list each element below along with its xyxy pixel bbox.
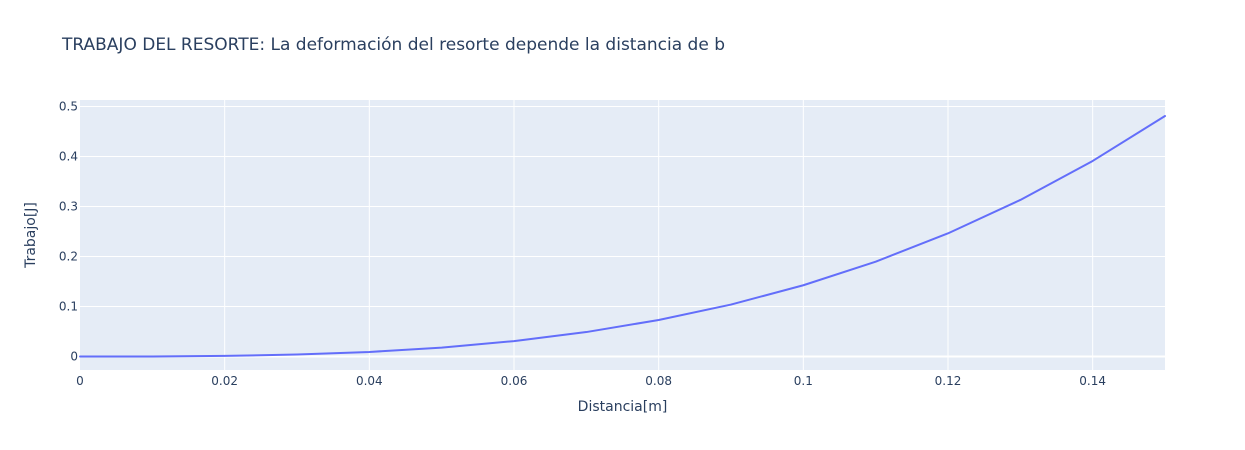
x-tick-label: 0.08 [645,374,672,388]
series-line [79,115,1166,358]
x-tick-label: 0.02 [211,374,238,388]
x-tick-label: 0 [76,374,84,388]
y-axis-title: Trabajo[J] [23,202,39,269]
x-tick-label: 0.14 [1079,374,1106,388]
x-tick-label: 0.1 [794,374,813,388]
x-tick-label: 0.04 [356,374,383,388]
chart-title: TRABAJO DEL RESORTE: La deformación del … [61,35,725,55]
y-tick-label: 0.1 [59,300,78,314]
x-tick-label: 0.06 [501,374,528,388]
y-tick-label: 0.2 [59,250,78,264]
x-axis-title: Distancia[m] [578,399,668,415]
y-tick-label: 0.5 [59,100,78,114]
series-layer [79,115,1166,358]
grid-lines [80,100,1165,370]
plot-area [80,100,1165,370]
y-tick-label: 0 [70,350,78,364]
tick-labels: 0 0.02 0.04 0.06 0.08 0.1 0.12 0.14 0 0.1 0.2 0.3 0.… [59,100,1106,389]
y-tick-label: 0.4 [59,150,78,164]
x-tick-label: 0.12 [935,374,962,388]
y-tick-label: 0.3 [59,200,78,214]
